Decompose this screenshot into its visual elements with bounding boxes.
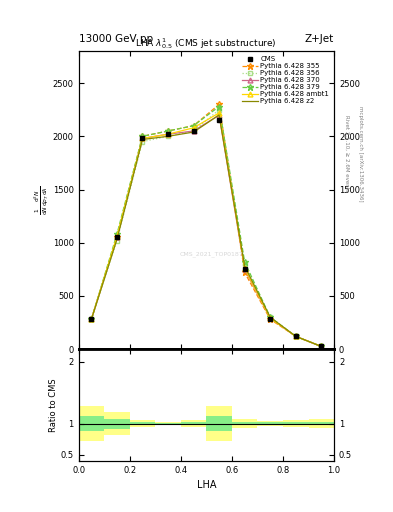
CMS — [268, 316, 272, 323]
Pythia 6.428 z2 — [191, 129, 196, 135]
Line: Pythia 6.428 379: Pythia 6.428 379 — [88, 103, 325, 350]
Pythia 6.428 z2 — [166, 133, 171, 139]
Pythia 6.428 379 — [191, 122, 196, 129]
Pythia 6.428 z2 — [89, 316, 94, 323]
Pythia 6.428 370 — [268, 315, 272, 322]
Y-axis label: Ratio to CMS: Ratio to CMS — [49, 378, 58, 432]
CMS — [293, 333, 298, 339]
Pythia 6.428 ambt1 — [166, 131, 171, 137]
Line: CMS: CMS — [89, 118, 324, 349]
CMS — [115, 234, 119, 241]
Pythia 6.428 z2 — [217, 112, 222, 118]
Pythia 6.428 356 — [293, 333, 298, 339]
Pythia 6.428 370 — [140, 135, 145, 141]
Pythia 6.428 ambt1 — [191, 125, 196, 131]
Pythia 6.428 355 — [293, 333, 298, 339]
Pythia 6.428 379 — [293, 333, 298, 339]
Pythia 6.428 ambt1 — [115, 233, 119, 240]
CMS — [89, 316, 94, 323]
Pythia 6.428 370 — [217, 112, 222, 118]
Pythia 6.428 355 — [319, 344, 323, 350]
Pythia 6.428 z2 — [293, 333, 298, 339]
Pythia 6.428 z2 — [319, 344, 323, 350]
Pythia 6.428 ambt1 — [140, 135, 145, 141]
Pythia 6.428 z2 — [140, 136, 145, 142]
Pythia 6.428 355 — [140, 133, 145, 139]
Pythia 6.428 ambt1 — [268, 315, 272, 322]
CMS — [140, 135, 145, 141]
Pythia 6.428 379 — [140, 133, 145, 139]
Line: Pythia 6.428 z2: Pythia 6.428 z2 — [91, 115, 321, 347]
Pythia 6.428 z2 — [242, 263, 247, 269]
Pythia 6.428 ambt1 — [217, 110, 222, 116]
Pythia 6.428 ambt1 — [319, 344, 323, 350]
Pythia 6.428 370 — [319, 344, 323, 350]
Pythia 6.428 356 — [268, 314, 272, 320]
Pythia 6.428 355 — [89, 316, 94, 323]
Pythia 6.428 355 — [166, 128, 171, 134]
Pythia 6.428 355 — [217, 101, 222, 108]
Pythia 6.428 379 — [166, 128, 171, 134]
Pythia 6.428 356 — [166, 133, 171, 139]
Text: mcplots.cern.ch [arXiv:1306.3436]: mcplots.cern.ch [arXiv:1306.3436] — [358, 106, 363, 201]
Pythia 6.428 379 — [268, 314, 272, 320]
Text: Rivet 3.1.10, ≥ 2.6M events: Rivet 3.1.10, ≥ 2.6M events — [344, 115, 349, 192]
X-axis label: LHA: LHA — [196, 480, 216, 490]
Title: LHA $\lambda^{1}_{0.5}$ (CMS jet substructure): LHA $\lambda^{1}_{0.5}$ (CMS jet substru… — [136, 36, 277, 51]
CMS — [319, 344, 323, 350]
Pythia 6.428 z2 — [268, 314, 272, 320]
Pythia 6.428 356 — [89, 316, 94, 323]
Pythia 6.428 ambt1 — [293, 333, 298, 339]
Pythia 6.428 370 — [89, 316, 94, 323]
Pythia 6.428 355 — [242, 269, 247, 275]
Y-axis label: $\frac{1}{\mathrm{d}N}\frac{\mathrm{d}^2 N}{\mathrm{d}p_T\,\mathrm{d}\lambda}$: $\frac{1}{\mathrm{d}N}\frac{\mathrm{d}^2… — [33, 185, 51, 215]
Pythia 6.428 356 — [115, 238, 119, 244]
Text: 13000 GeV pp: 13000 GeV pp — [79, 33, 153, 44]
CMS — [166, 131, 171, 137]
Pythia 6.428 379 — [319, 344, 323, 350]
Pythia 6.428 370 — [115, 234, 119, 241]
Line: Pythia 6.428 356: Pythia 6.428 356 — [89, 108, 324, 349]
Pythia 6.428 ambt1 — [89, 316, 94, 323]
Text: Z+Jet: Z+Jet — [305, 33, 334, 44]
Pythia 6.428 379 — [217, 103, 222, 110]
Pythia 6.428 ambt1 — [242, 265, 247, 271]
CMS — [191, 128, 196, 134]
Text: CMS_2021_TOP0187: CMS_2021_TOP0187 — [180, 251, 243, 257]
Pythia 6.428 379 — [242, 259, 247, 265]
Pythia 6.428 356 — [319, 344, 323, 350]
Pythia 6.428 356 — [242, 261, 247, 267]
Pythia 6.428 370 — [166, 131, 171, 137]
Line: Pythia 6.428 355: Pythia 6.428 355 — [88, 101, 325, 350]
Pythia 6.428 379 — [89, 316, 94, 323]
Pythia 6.428 356 — [140, 139, 145, 145]
Pythia 6.428 379 — [115, 231, 119, 237]
Pythia 6.428 370 — [242, 266, 247, 272]
Pythia 6.428 355 — [191, 122, 196, 129]
Pythia 6.428 370 — [191, 128, 196, 134]
Pythia 6.428 355 — [268, 316, 272, 323]
Pythia 6.428 z2 — [115, 237, 119, 243]
CMS — [217, 117, 222, 123]
CMS — [242, 266, 247, 272]
Line: Pythia 6.428 ambt1: Pythia 6.428 ambt1 — [89, 111, 324, 349]
Pythia 6.428 355 — [115, 234, 119, 241]
Pythia 6.428 356 — [217, 106, 222, 113]
Pythia 6.428 356 — [191, 128, 196, 134]
Pythia 6.428 370 — [293, 333, 298, 339]
Legend: CMS, Pythia 6.428 355, Pythia 6.428 356, Pythia 6.428 370, Pythia 6.428 379, Pyt: CMS, Pythia 6.428 355, Pythia 6.428 356,… — [241, 55, 331, 105]
Line: Pythia 6.428 370: Pythia 6.428 370 — [89, 113, 324, 349]
